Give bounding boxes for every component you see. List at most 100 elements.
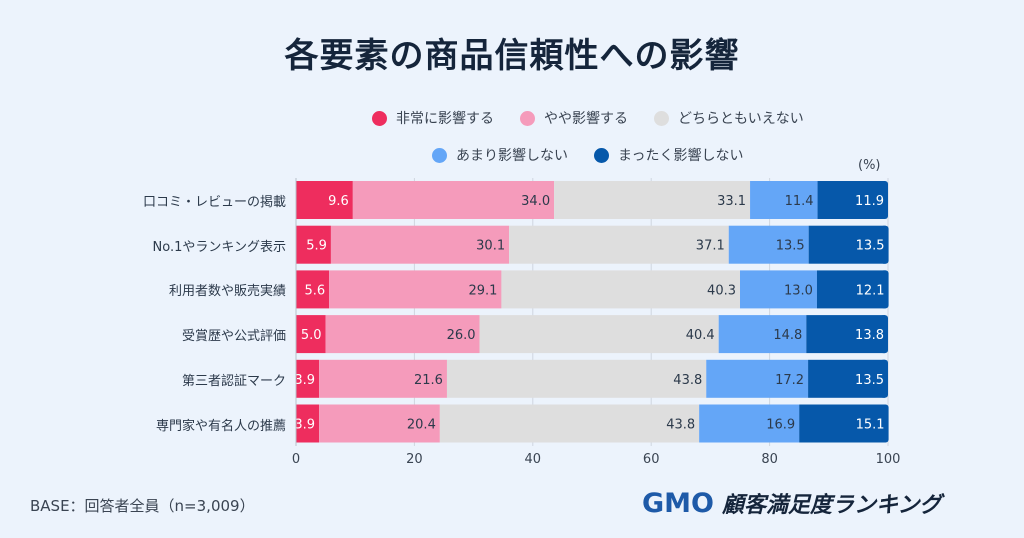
- data-label: 15.1: [856, 418, 885, 433]
- base-note: BASE：回答者全員（n=3,009）: [30, 497, 255, 515]
- circle-dot-icon: [654, 110, 669, 126]
- legend-label: 非常に影響する: [396, 111, 494, 127]
- bar-segment: [296, 359, 320, 398]
- bar-segment: [296, 404, 320, 443]
- gmo-logo: GMO 顧客満足度ランキング: [642, 487, 941, 519]
- category-label: 受賞歴や公式評価: [181, 329, 286, 345]
- legend-item: どちらともいえない: [654, 108, 804, 128]
- bar-segment: [296, 315, 326, 354]
- bar-segment: [296, 270, 330, 309]
- data-label: 17.2: [775, 373, 804, 388]
- bar-segment: [509, 225, 729, 264]
- bar-segment: [706, 359, 809, 398]
- circle-dot-icon: [372, 110, 387, 126]
- legend-item: 非常に影響する: [372, 108, 494, 128]
- bar-segment: [325, 315, 480, 354]
- data-label: 3.9: [294, 373, 315, 388]
- bar-segment: [296, 225, 331, 264]
- bar-segment: [330, 225, 510, 264]
- bar-segment: [808, 225, 886, 264]
- data-label: 40.4: [686, 328, 715, 343]
- data-label: 37.1: [696, 239, 725, 254]
- data-label: 13.0: [784, 283, 813, 298]
- category-label: No.1やランキング表示: [152, 239, 286, 255]
- chart-title: 各要素の商品信頼性への影響: [284, 36, 740, 76]
- data-label: 3.9: [294, 418, 315, 433]
- bar-segment: [718, 315, 807, 354]
- data-label: 33.1: [717, 194, 746, 209]
- bar-segment-cap: [880, 315, 888, 354]
- category-label: 第三者認証マーク: [181, 373, 286, 389]
- data-label: 14.8: [773, 328, 802, 343]
- data-label: 13.5: [856, 239, 885, 254]
- bar-segment-cap: [880, 270, 889, 309]
- data-label: 13.8: [855, 328, 884, 343]
- x-tick-label: 100: [876, 452, 901, 467]
- legend-label: まったく影響しない: [618, 148, 744, 164]
- bar-segment: [806, 315, 885, 354]
- bar-segment: [479, 315, 719, 354]
- bar-segment-cap: [880, 181, 888, 219]
- x-tick-label: 20: [406, 452, 423, 467]
- unit-label: (%): [858, 158, 881, 173]
- data-label: 43.8: [666, 418, 695, 433]
- bar-segment: [808, 359, 885, 398]
- bar-segment-cap: [880, 225, 889, 264]
- data-label: 43.8: [673, 373, 702, 388]
- x-tick-label: 80: [761, 452, 778, 467]
- data-label: 16.9: [766, 418, 795, 433]
- data-label: 21.6: [414, 373, 443, 388]
- category-label: 専門家や有名人の推薦: [155, 418, 286, 434]
- bar-segment: [352, 181, 555, 219]
- data-label: 13.5: [855, 373, 884, 388]
- legend-item: あまり影響しない: [432, 145, 568, 165]
- logo-text: 顧客満足度ランキング: [721, 493, 942, 518]
- bar-segment: [501, 270, 740, 309]
- bar-segment: [319, 404, 440, 443]
- bar-segment: [740, 270, 817, 309]
- legend-row-1: 非常に影響する やや影響する どちらともいえない: [372, 108, 830, 128]
- bar-segment-cap: [880, 404, 889, 443]
- logo-brand: GMO: [642, 487, 714, 519]
- bar-segment: [439, 404, 700, 443]
- bar-segment: [329, 270, 502, 309]
- data-label: 30.1: [476, 239, 505, 254]
- circle-dot-icon: [432, 147, 447, 163]
- category-label: 利用者数や販売実績: [168, 284, 286, 300]
- circle-dot-icon: [520, 110, 535, 126]
- x-tick-label: 0: [292, 452, 300, 467]
- bar-segment: [319, 359, 447, 398]
- category-label: 口コミ・レビューの掲載: [142, 195, 286, 210]
- legend-row-2: あまり影響しない まったく影響しない: [432, 145, 769, 165]
- data-label: 20.4: [407, 418, 436, 433]
- circle-dot-icon: [594, 147, 609, 163]
- bar-segment: [446, 359, 707, 398]
- bar-segment: [699, 404, 800, 443]
- data-label: 11.9: [855, 194, 884, 209]
- legend-label: どちらともいえない: [678, 111, 804, 127]
- data-label: 11.4: [785, 194, 814, 209]
- x-tick-label: 60: [643, 452, 660, 467]
- data-label: 5.9: [306, 239, 327, 254]
- bar-segment: [799, 404, 886, 443]
- data-label: 34.0: [521, 194, 550, 209]
- data-label: 29.1: [468, 283, 497, 298]
- data-label: 13.5: [776, 239, 805, 254]
- data-label: 5.0: [301, 328, 322, 343]
- data-label: 12.1: [856, 283, 885, 298]
- legend-label: あまり影響しない: [456, 148, 568, 164]
- data-label: 40.3: [707, 283, 736, 298]
- legend-item: まったく影響しない: [594, 145, 743, 165]
- data-label: 26.0: [447, 328, 476, 343]
- legend-label: やや影響する: [544, 111, 628, 127]
- data-label: 5.6: [304, 283, 325, 298]
- bar-segment: [817, 181, 885, 219]
- bar-segment: [750, 181, 818, 219]
- x-tick-label: 40: [525, 452, 542, 467]
- bar-segment: [728, 225, 809, 264]
- bar-segment: [816, 270, 886, 309]
- data-label: 9.6: [328, 194, 349, 209]
- legend-item: やや影響する: [520, 108, 628, 128]
- bar-segment: [296, 181, 353, 219]
